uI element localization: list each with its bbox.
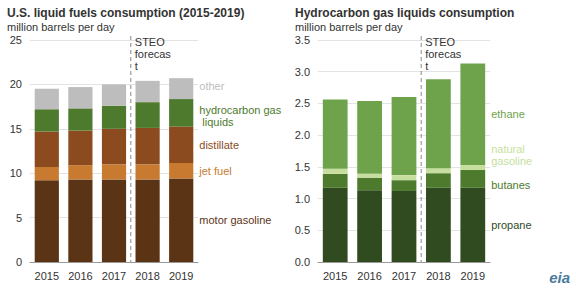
- svg-text:eia: eia: [549, 269, 570, 286]
- svg-text:0.0: 0.0: [295, 256, 310, 268]
- svg-text:liquids: liquids: [199, 116, 234, 128]
- svg-text:1.5: 1.5: [295, 161, 310, 173]
- svg-text:2018: 2018: [426, 270, 450, 282]
- svg-text:2015: 2015: [323, 270, 347, 282]
- svg-text:0: 0: [16, 256, 22, 268]
- svg-text:2017: 2017: [392, 270, 416, 282]
- svg-text:motor gasoline: motor gasoline: [199, 214, 271, 226]
- svg-text:2017: 2017: [102, 270, 126, 282]
- svg-text:1.0: 1.0: [295, 193, 310, 205]
- svg-text:butanes: butanes: [491, 179, 531, 191]
- svg-text:20: 20: [10, 78, 22, 90]
- svg-text:t: t: [425, 60, 428, 72]
- svg-text:10: 10: [10, 167, 22, 179]
- svg-text:15: 15: [10, 123, 22, 135]
- svg-text:2019: 2019: [461, 270, 485, 282]
- svg-text:Hydrocarbon gas liquids consum: Hydrocarbon gas liquids consumption: [295, 6, 514, 20]
- svg-text:million barrels per day: million barrels per day: [295, 21, 403, 33]
- svg-text:2016: 2016: [357, 270, 381, 282]
- svg-text:2.0: 2.0: [295, 129, 310, 141]
- svg-text:hydrocarbon gas: hydrocarbon gas: [199, 104, 281, 116]
- svg-text:3.5: 3.5: [295, 34, 310, 46]
- svg-text:forecas: forecas: [135, 48, 172, 60]
- svg-text:propane: propane: [491, 219, 531, 231]
- svg-text:U.S. liquid fuels consumption: U.S. liquid fuels consumption (2015-2019…: [7, 6, 244, 20]
- svg-text:ethane: ethane: [491, 108, 525, 120]
- svg-text:5: 5: [16, 212, 22, 224]
- svg-text:distillate: distillate: [199, 139, 239, 151]
- svg-text:2016: 2016: [68, 270, 92, 282]
- svg-text:million barrels per day: million barrels per day: [7, 21, 115, 33]
- svg-text:3.0: 3.0: [295, 66, 310, 78]
- svg-text:25: 25: [10, 34, 22, 46]
- svg-text:STEO: STEO: [135, 36, 168, 48]
- svg-text:natural: natural: [491, 143, 528, 155]
- svg-text:2018: 2018: [135, 270, 159, 282]
- svg-text:t: t: [135, 60, 138, 72]
- svg-text:2015: 2015: [35, 270, 59, 282]
- svg-text:other: other: [199, 80, 224, 92]
- svg-text:2.5: 2.5: [295, 97, 310, 109]
- svg-text:gasoline: gasoline: [491, 155, 532, 167]
- svg-text:STEO: STEO: [425, 36, 458, 48]
- svg-text:jet fuel: jet fuel: [198, 165, 231, 177]
- svg-text:forecas: forecas: [425, 48, 462, 60]
- svg-text:0.5: 0.5: [295, 224, 310, 236]
- svg-text:2019: 2019: [169, 270, 193, 282]
